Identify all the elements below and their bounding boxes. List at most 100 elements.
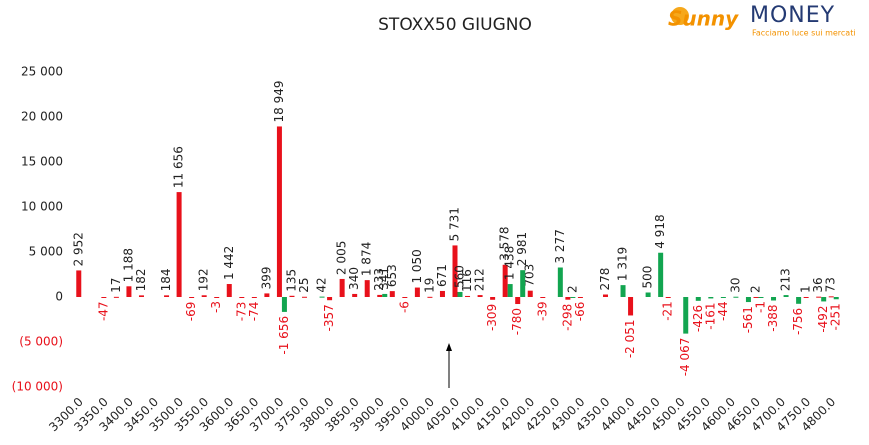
bar <box>76 270 82 297</box>
data-label: 341 <box>377 267 391 290</box>
bar <box>201 295 207 297</box>
bar <box>753 296 759 298</box>
data-label: -21 <box>661 301 675 321</box>
data-label: 212 <box>473 268 487 291</box>
data-label: 278 <box>598 268 612 291</box>
bar <box>816 296 822 298</box>
bar <box>339 278 345 297</box>
data-label: -6 <box>397 301 411 313</box>
bar <box>771 297 777 301</box>
bar <box>645 292 651 297</box>
bar <box>745 297 751 303</box>
data-label: 1 188 <box>121 248 135 282</box>
data-label: 192 <box>197 268 211 291</box>
y-tick-label: 0 <box>55 290 63 304</box>
bar <box>502 264 508 297</box>
data-label: 213 <box>779 268 793 291</box>
bar <box>281 297 287 312</box>
bar <box>377 294 383 297</box>
data-label: 73 <box>824 277 838 292</box>
data-label: 17 <box>109 278 123 293</box>
y-tick-label: (5 000) <box>19 335 63 349</box>
y-tick-label: 10 000 <box>21 200 63 214</box>
bar <box>602 294 608 297</box>
data-label: 116 <box>460 269 474 292</box>
bar <box>164 295 170 297</box>
data-label: 2 952 <box>71 232 85 266</box>
data-label: 25 <box>297 277 311 292</box>
bar <box>477 295 483 297</box>
data-label: 703 <box>523 264 537 287</box>
bar <box>695 297 701 301</box>
bar <box>382 293 388 297</box>
bar <box>189 297 195 298</box>
bar <box>414 287 420 297</box>
logo: Sunny MONEY Facciamo luce sui mercati <box>668 3 856 38</box>
bar <box>427 296 433 298</box>
data-label: -44 <box>716 301 730 321</box>
data-label: -492 <box>816 305 830 332</box>
bar <box>683 297 689 334</box>
bar <box>302 296 308 298</box>
bar <box>520 270 526 297</box>
data-label: 399 <box>259 267 273 290</box>
data-label: 182 <box>134 268 148 291</box>
bar <box>439 290 445 297</box>
y-tick-label: 25 000 <box>21 65 63 79</box>
data-label: 4 918 <box>653 214 667 248</box>
data-label: 1 050 <box>410 249 424 283</box>
bar <box>783 295 789 297</box>
bar <box>138 295 144 297</box>
bar <box>515 297 521 305</box>
bar <box>289 295 295 297</box>
bar <box>364 280 370 297</box>
bar <box>239 297 245 298</box>
data-label: 500 <box>641 266 655 289</box>
data-label: 30 <box>728 277 742 292</box>
bar <box>264 293 270 297</box>
data-label: -3 <box>209 301 223 313</box>
bar <box>465 295 471 297</box>
data-label: 1 438 <box>503 246 517 280</box>
bar <box>833 297 839 300</box>
bar <box>126 286 132 297</box>
data-label: 184 <box>159 268 173 291</box>
data-label: -426 <box>691 305 705 332</box>
bar <box>733 296 739 298</box>
bar <box>658 252 664 297</box>
data-label: 2 <box>748 285 762 293</box>
arrow-head <box>446 343 452 351</box>
bar <box>527 290 533 297</box>
bar <box>319 296 325 298</box>
bar <box>507 284 513 297</box>
logo-brand2: MONEY <box>750 3 835 28</box>
bar <box>796 297 802 304</box>
data-label: 135 <box>284 269 298 292</box>
bar <box>452 245 458 297</box>
data-label: 1 319 <box>616 247 630 281</box>
bar <box>540 297 546 298</box>
data-label: -2 051 <box>623 319 637 358</box>
logo-brand: Sunny <box>668 7 739 31</box>
bar <box>457 291 463 297</box>
bar <box>402 297 408 298</box>
bar <box>389 291 395 297</box>
bar <box>113 296 119 298</box>
bar <box>620 285 626 297</box>
y-tick-label: 15 000 <box>21 155 63 169</box>
data-label: 3 277 <box>553 229 567 263</box>
data-label: -756 <box>791 308 805 335</box>
data-label: 2 005 <box>335 241 349 275</box>
bar <box>708 297 714 299</box>
y-tick-label: 20 000 <box>21 110 63 124</box>
data-label: 671 <box>435 264 449 287</box>
data-label: 653 <box>385 264 399 287</box>
bar <box>226 284 232 297</box>
bar <box>828 296 834 298</box>
data-label: 3 578 <box>498 226 512 260</box>
bar <box>101 297 107 298</box>
bar <box>665 297 671 298</box>
data-label: 1 442 <box>222 246 236 280</box>
data-label: -66 <box>573 302 587 322</box>
